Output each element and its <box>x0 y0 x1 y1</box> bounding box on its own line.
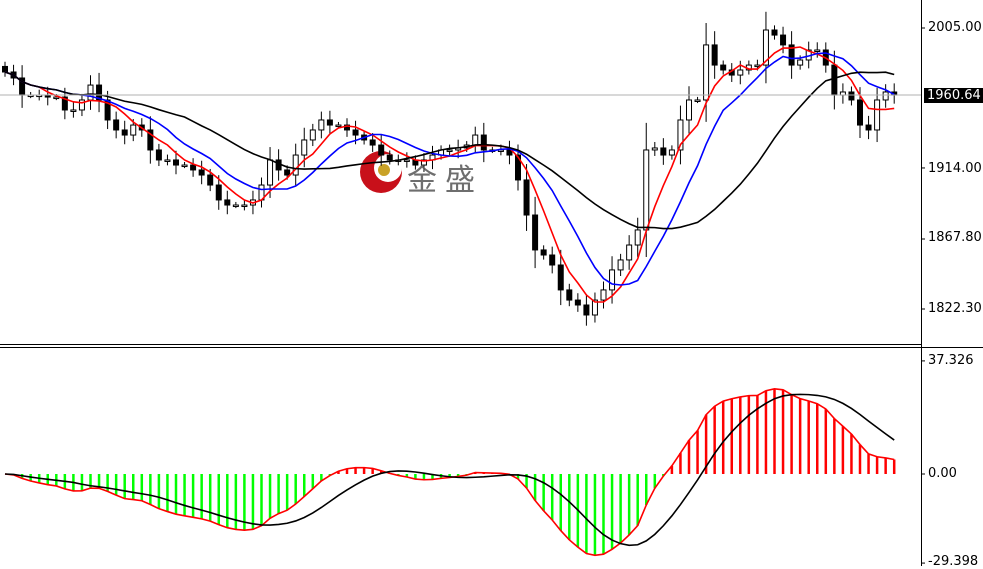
candle-bear <box>549 254 556 266</box>
candle-bull <box>626 244 633 261</box>
candle-bear <box>224 199 231 206</box>
candle-bull <box>267 159 274 186</box>
candle-bull <box>643 149 650 231</box>
candle-bull <box>651 147 658 151</box>
candle-bear <box>865 124 872 131</box>
candle-bull <box>737 69 744 76</box>
candle-bull <box>335 124 342 128</box>
candle-bear <box>540 249 547 256</box>
candle-bull <box>420 159 427 166</box>
candle-bear <box>386 154 393 161</box>
price-tick: 1914.00 <box>928 161 982 176</box>
candle-bull <box>78 99 85 111</box>
candle-bear <box>326 119 333 126</box>
candle-bull <box>617 259 624 271</box>
candle-bear <box>173 159 179 166</box>
candle-bear <box>284 169 291 176</box>
candle-bear <box>113 119 120 131</box>
candle-bear <box>831 64 838 96</box>
candle-bull <box>164 159 171 162</box>
candle-bear <box>857 99 863 126</box>
candle-bull <box>694 99 701 102</box>
price-tick: 1822.30 <box>928 301 982 316</box>
moving-average-line <box>4 71 895 230</box>
candle-bull <box>668 149 675 156</box>
candle-bear <box>147 129 154 151</box>
candle-bull <box>53 96 60 100</box>
candle-bear <box>583 304 590 316</box>
macd-line <box>4 387 895 557</box>
candle-bull <box>600 289 607 301</box>
candle-bear <box>344 124 350 131</box>
candle-bull <box>797 59 804 66</box>
candle-bear <box>104 99 111 121</box>
candle-bear <box>155 149 162 161</box>
price-tick: 2005.00 <box>928 20 982 35</box>
candle-bear <box>771 29 778 36</box>
candle-bear <box>61 96 68 111</box>
moving-average-line <box>4 52 895 286</box>
moving-averages <box>4 46 895 303</box>
candle-bear <box>215 184 222 201</box>
candle-bull <box>634 229 641 246</box>
axis-ticks <box>921 27 925 564</box>
candle-bull <box>87 84 94 101</box>
candle-bull <box>677 119 684 151</box>
candle-bull <box>181 164 188 168</box>
signal-line <box>4 393 895 547</box>
current-price-label: 1960.64 <box>924 88 983 103</box>
candle-bear <box>506 149 513 156</box>
candle-bear <box>660 147 667 156</box>
macd-tick: 0.00 <box>928 466 957 481</box>
candle-bear <box>207 174 214 186</box>
candle-bull <box>703 44 710 101</box>
candle-bear <box>2 65 8 73</box>
candle-bull <box>292 154 299 176</box>
candle-bear <box>515 154 521 181</box>
candle-bear <box>566 289 573 301</box>
candle-bull <box>686 99 692 121</box>
candle-bull <box>232 204 239 208</box>
candle-bull <box>301 139 308 156</box>
candle-bull <box>446 149 453 152</box>
candle-bear <box>480 134 487 151</box>
candle-bull <box>70 109 77 112</box>
candle-bear <box>352 129 359 136</box>
candle-bear <box>720 64 727 71</box>
candle-bull <box>609 269 616 291</box>
candle-bull <box>241 204 248 208</box>
candle-bear <box>96 84 103 101</box>
logo-text: 金盛 <box>407 163 483 198</box>
candle-bear <box>574 299 581 306</box>
candle-bull <box>874 99 881 131</box>
candle-bull <box>403 159 410 162</box>
candle-bull <box>762 29 769 66</box>
candle-bull <box>882 91 889 101</box>
candle-bear <box>848 91 855 101</box>
candle-bull <box>591 299 598 316</box>
candle-bear <box>190 164 197 171</box>
candle-bear <box>523 179 530 216</box>
candle-bear <box>788 44 795 66</box>
macd-tick: 37.326 <box>928 353 974 368</box>
candle-bear <box>369 139 376 146</box>
candle-bear <box>711 44 718 66</box>
candle-bear <box>557 264 564 291</box>
candle-bull <box>318 119 325 131</box>
candle-bull <box>472 134 479 146</box>
candle-bull <box>309 129 316 141</box>
candle-bear <box>198 169 205 176</box>
candle-bear <box>121 129 128 136</box>
price-tick: 1867.80 <box>928 230 982 245</box>
candle-bear <box>378 144 385 156</box>
candle-bull <box>130 124 137 136</box>
candle-bear <box>780 34 787 46</box>
macd-panel <box>4 387 896 557</box>
macd-tick: -29.398 <box>928 554 979 569</box>
candle-bull <box>814 49 821 52</box>
candle-bear <box>532 214 539 251</box>
